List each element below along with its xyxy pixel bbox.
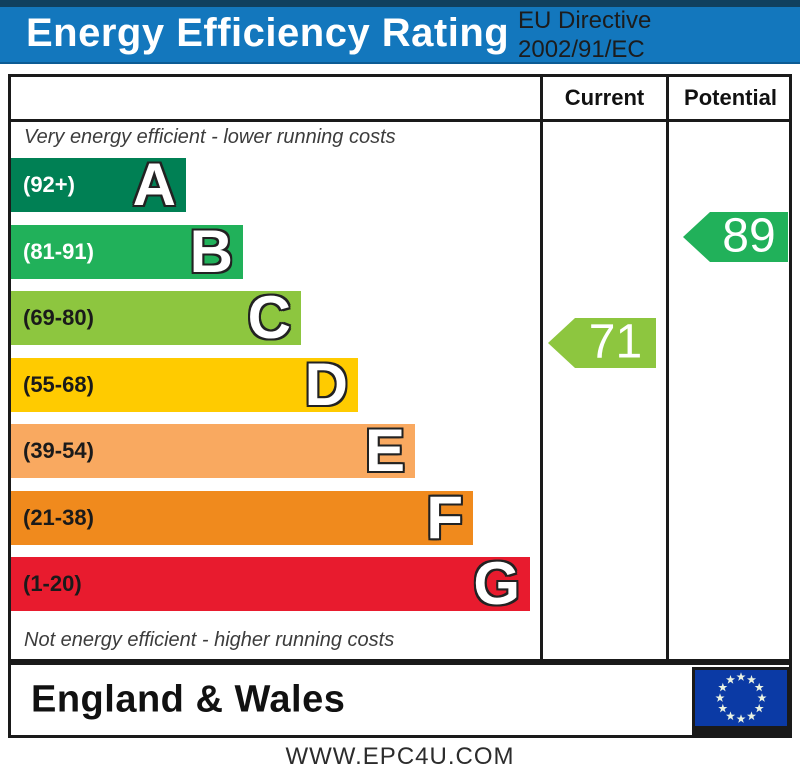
potential-rating-pointer: 89 — [683, 209, 788, 262]
band-a: (92+) A — [11, 151, 186, 218]
scale-bottom-note: Not energy efficient - higher running co… — [24, 629, 395, 651]
eu-flag-icon — [692, 667, 790, 740]
band-range-label: (55-68) — [23, 372, 94, 397]
band-range-label: (1-20) — [23, 571, 82, 596]
eu-directive-text: EU Directive 2002/91/EC — [518, 6, 651, 64]
footer-box: England & Wales — [8, 662, 792, 738]
region-label: England & Wales — [31, 678, 346, 721]
eu-directive-line2: 2002/91/EC — [518, 36, 645, 63]
title-bar: Energy Efficiency Rating — [0, 0, 800, 64]
band-letter: C — [247, 284, 291, 351]
band-c: (69-80) C — [11, 284, 301, 351]
band-letter: D — [304, 351, 348, 418]
band-range-label: (39-54) — [23, 438, 94, 463]
current-rating-pointer: 71 — [548, 315, 656, 368]
potential-rating-value: 89 — [722, 209, 776, 263]
band-range-label: (81-91) — [23, 239, 94, 264]
band-g: (1-20) G — [11, 550, 530, 617]
current-rating-value: 71 — [588, 315, 643, 369]
band-range-label: (69-80) — [23, 305, 94, 330]
column-header-potential: Potential — [684, 85, 777, 110]
scale-top-note: Very energy efficient - lower running co… — [24, 126, 396, 148]
header-row-divider — [11, 119, 789, 122]
band-e: (39-54) E — [11, 417, 415, 484]
band-letter: F — [426, 484, 463, 551]
band-b: (81-91) B — [11, 218, 243, 285]
page-title: Energy Efficiency Rating — [26, 11, 510, 55]
column-header-current: Current — [564, 85, 645, 110]
band-range-label: (21-38) — [23, 505, 94, 530]
band-d: (55-68) D — [11, 351, 358, 418]
eu-directive-line1: EU Directive — [518, 7, 652, 34]
table-outer-border — [8, 74, 792, 662]
band-letter: B — [189, 218, 233, 285]
website-url: WWW.EPC4U.COM — [285, 743, 515, 770]
band-letter: E — [364, 417, 405, 484]
band-letter: A — [132, 151, 176, 218]
current-arrow-icon — [548, 318, 656, 368]
band-range-label: (92+) — [23, 172, 75, 197]
column-divider-potential — [666, 77, 669, 659]
band-letter: G — [473, 550, 520, 617]
band-f: (21-38) F — [11, 484, 473, 551]
column-divider-current — [540, 77, 543, 659]
potential-arrow-icon — [683, 212, 788, 262]
